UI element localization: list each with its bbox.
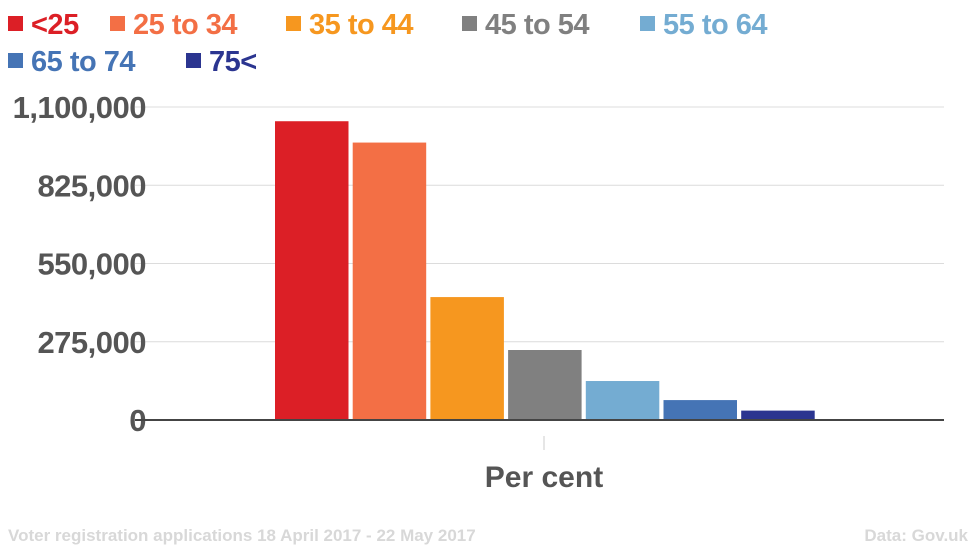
- bar--25: [275, 121, 349, 421]
- bars: [275, 121, 815, 421]
- legend-label: <25: [31, 9, 79, 41]
- legend-item: 45 to 54: [462, 9, 590, 41]
- legend-label: 35 to 44: [309, 9, 413, 41]
- legend-item: 75<: [186, 46, 257, 78]
- bar-45-to-54: [508, 350, 582, 420]
- y-tick-label: 825,000: [37, 168, 146, 203]
- legend-item: 25 to 34: [110, 9, 238, 41]
- legend-swatch: [110, 16, 125, 31]
- bar-55-to-64: [585, 381, 660, 420]
- bar-65-to-74: [663, 400, 737, 420]
- bar-75-: [741, 410, 815, 420]
- legend-swatch: [8, 16, 23, 31]
- legend-item: 35 to 44: [286, 9, 414, 41]
- legend-item: 65 to 74: [8, 46, 136, 78]
- legend-swatch: [186, 53, 201, 68]
- legend-swatch: [286, 16, 301, 31]
- legend-item: <25: [8, 9, 80, 41]
- legend-item: 55 to 64: [640, 9, 768, 41]
- y-tick-label: 1,100,000: [13, 90, 146, 125]
- gridlines: [135, 106, 944, 343]
- bar-25-to-34: [352, 142, 427, 420]
- legend-swatch: [462, 16, 477, 31]
- y-tick-label: 550,000: [37, 247, 146, 282]
- legend-label: 75<: [209, 46, 257, 78]
- y-tick-label: 275,000: [37, 325, 146, 360]
- legend-swatch: [640, 16, 655, 31]
- legend-label: 65 to 74: [31, 46, 135, 78]
- source-note: Voter registration applications 18 April…: [8, 526, 476, 545]
- legend-label: 25 to 34: [133, 9, 237, 41]
- data-credit: Data: Gov.uk: [864, 526, 968, 545]
- bar-35-to-44: [430, 297, 504, 420]
- legend-label: 55 to 64: [663, 9, 767, 41]
- legend-swatch: [8, 53, 23, 68]
- legend: <25 25 to 34 35 to 44 45 to 54 55 to 64 65 to…: [8, 9, 768, 78]
- x-axis-label: Per cent: [485, 461, 603, 494]
- legend-label: 45 to 54: [485, 9, 589, 41]
